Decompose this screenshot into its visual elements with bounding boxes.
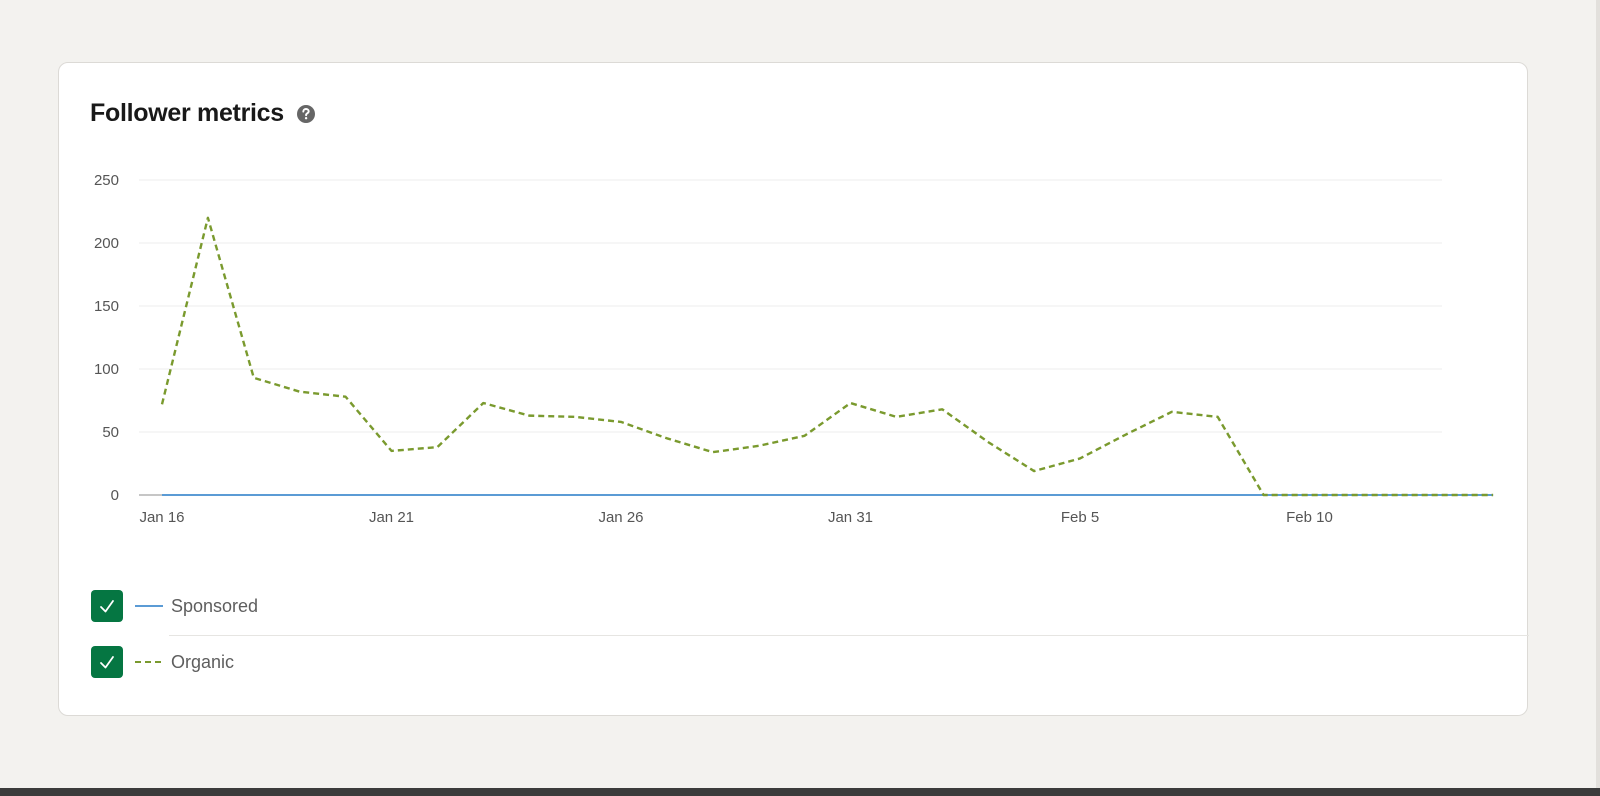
sponsored-line-swatch (135, 605, 163, 607)
legend-item-sponsored[interactable]: Sponsored (91, 589, 258, 623)
y-tick-label: 0 (111, 487, 119, 504)
y-tick-label: 250 (94, 172, 119, 189)
organic-line-swatch (135, 661, 163, 663)
x-tick-label: Feb 10 (1286, 509, 1333, 526)
legend-item-organic[interactable]: Organic (91, 645, 234, 679)
organic-series-line (160, 216, 1494, 497)
x-tick-label: Jan 21 (369, 509, 414, 526)
y-tick-label: 200 (94, 235, 119, 252)
follower-metrics-card: Follower metrics 0 50 100 150 200 250 Jan 16 J… (58, 62, 1529, 716)
card-header: Follower metrics (90, 99, 316, 128)
y-tick-label: 150 (94, 298, 119, 315)
x-tick-label: Jan 26 (598, 509, 643, 526)
follower-line-chart: 0 50 100 150 200 250 Jan 16 Jan 21 Jan 26 Jan 31… (94, 172, 1494, 526)
legend-divider (169, 635, 1529, 636)
legend-label-organic: Organic (171, 651, 235, 672)
organic-checkbox[interactable] (91, 646, 123, 678)
legend-label-sponsored: Sponsored (171, 595, 259, 616)
x-tick-label: Jan 16 (139, 509, 184, 526)
question-circle-icon[interactable] (296, 104, 316, 124)
y-tick-label: 100 (94, 361, 119, 378)
checkmark-icon (100, 600, 114, 613)
x-tick-label: Feb 5 (1061, 509, 1099, 526)
window-edge-right (1596, 0, 1600, 788)
x-tick-label: Jan 31 (828, 509, 873, 526)
window-edge-bottom (0, 788, 1600, 796)
sponsored-checkbox[interactable] (91, 590, 123, 622)
y-tick-label: 50 (102, 424, 119, 441)
card-title: Follower metrics (90, 99, 284, 127)
checkmark-icon (100, 656, 114, 669)
